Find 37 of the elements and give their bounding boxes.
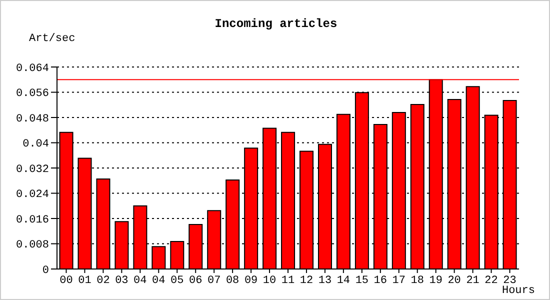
y-tick-label: 0 bbox=[42, 264, 49, 277]
x-axis-title: Hours bbox=[502, 285, 535, 297]
y-tick-label: 0.048 bbox=[16, 113, 49, 126]
x-tick-label: 08 bbox=[226, 274, 240, 287]
x-tick-label: 03 bbox=[115, 274, 128, 287]
x-tick-label: 06 bbox=[189, 274, 202, 287]
x-tick-label: 04 bbox=[134, 274, 148, 287]
x-tick-label: 02 bbox=[96, 274, 110, 287]
y-tick-label: 0.032 bbox=[16, 164, 49, 176]
x-tick-label: 21 bbox=[466, 274, 480, 287]
x-tick-label: 22 bbox=[484, 274, 498, 287]
x-tick-label: 10 bbox=[262, 274, 276, 287]
x-tick-label: 09 bbox=[244, 274, 258, 287]
x-tick-label: 01 bbox=[78, 274, 92, 287]
chart-title: Incoming articles bbox=[214, 17, 338, 31]
x-tick-label: 17 bbox=[392, 274, 406, 287]
y-axis-title: Art/sec bbox=[29, 33, 76, 45]
x-tick-label: 04 bbox=[152, 274, 166, 287]
y-tick-label: 0.04 bbox=[22, 138, 50, 151]
x-tick-label: 07 bbox=[207, 274, 221, 287]
x-tick-label: 19 bbox=[429, 274, 442, 287]
x-tick-label: 15 bbox=[355, 274, 369, 287]
x-tick-label: 16 bbox=[374, 274, 387, 287]
y-tick-label: 0.016 bbox=[16, 214, 49, 226]
y-tick-label: 0.008 bbox=[16, 240, 49, 252]
y-tick-label: 0.064 bbox=[16, 62, 50, 75]
x-tick-label: 13 bbox=[318, 274, 332, 287]
x-tick-label: 00 bbox=[60, 274, 73, 287]
x-tick-label: 18 bbox=[410, 274, 424, 287]
x-tick-label: 14 bbox=[336, 274, 350, 287]
x-tick-label: 11 bbox=[281, 274, 295, 287]
x-tick-label: 12 bbox=[300, 274, 314, 287]
x-tick-label: 20 bbox=[448, 274, 461, 287]
y-tick-label: 0.024 bbox=[16, 189, 50, 202]
x-tick-label: 23 bbox=[503, 274, 516, 287]
y-tick-label: 0.056 bbox=[16, 88, 49, 100]
x-tick-label: 05 bbox=[170, 274, 184, 287]
